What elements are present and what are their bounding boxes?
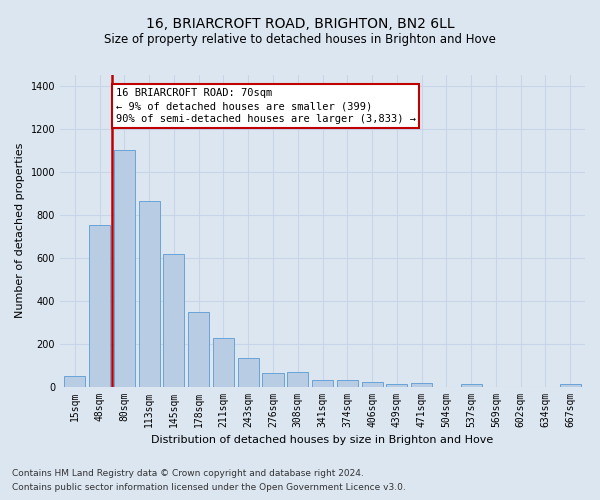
Bar xyxy=(461,384,482,386)
Bar xyxy=(386,384,407,386)
Text: 16, BRIARCROFT ROAD, BRIGHTON, BN2 6LL: 16, BRIARCROFT ROAD, BRIGHTON, BN2 6LL xyxy=(146,18,454,32)
Bar xyxy=(560,384,581,386)
Bar xyxy=(312,380,333,386)
Y-axis label: Number of detached properties: Number of detached properties xyxy=(15,143,25,318)
Bar xyxy=(262,373,284,386)
Text: 16 BRIARCROFT ROAD: 70sqm
← 9% of detached houses are smaller (399)
90% of semi-: 16 BRIARCROFT ROAD: 70sqm ← 9% of detach… xyxy=(116,88,416,124)
Bar xyxy=(64,376,85,386)
Bar xyxy=(337,380,358,386)
Bar xyxy=(238,358,259,386)
Bar xyxy=(139,200,160,386)
Bar xyxy=(188,312,209,386)
Bar xyxy=(89,226,110,386)
Bar xyxy=(411,384,432,386)
Bar xyxy=(362,382,383,386)
X-axis label: Distribution of detached houses by size in Brighton and Hove: Distribution of detached houses by size … xyxy=(151,435,494,445)
Bar xyxy=(163,254,184,386)
Bar xyxy=(287,372,308,386)
Bar xyxy=(114,150,135,386)
Text: Contains public sector information licensed under the Open Government Licence v3: Contains public sector information licen… xyxy=(12,484,406,492)
Text: Size of property relative to detached houses in Brighton and Hove: Size of property relative to detached ho… xyxy=(104,32,496,46)
Bar xyxy=(213,338,234,386)
Text: Contains HM Land Registry data © Crown copyright and database right 2024.: Contains HM Land Registry data © Crown c… xyxy=(12,468,364,477)
